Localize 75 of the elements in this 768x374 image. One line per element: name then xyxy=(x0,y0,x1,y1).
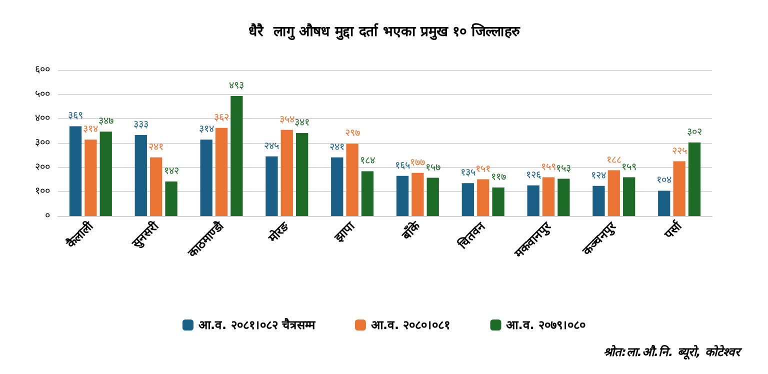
bar xyxy=(361,171,374,216)
data-label: २९७ xyxy=(344,128,360,140)
bar xyxy=(608,170,620,216)
bar xyxy=(396,176,409,216)
data-label: ३३३ xyxy=(133,119,148,130)
bar xyxy=(230,96,243,216)
data-label: १०४ xyxy=(656,175,672,186)
bar xyxy=(150,157,162,216)
y-tick-label: ५०० xyxy=(35,88,50,100)
bar xyxy=(592,186,605,216)
data-label: १५९ xyxy=(622,162,637,173)
data-label: १८४ xyxy=(360,156,375,167)
data-label: ३५४ xyxy=(279,114,294,126)
bar xyxy=(527,185,540,216)
data-label: १६५ xyxy=(395,160,410,172)
x-tick-label: बाँके xyxy=(398,218,424,244)
data-label: १५१ xyxy=(476,164,491,175)
data-label: २२५ xyxy=(672,146,687,157)
data-label: १३५ xyxy=(460,168,476,179)
data-label: १८८ xyxy=(606,154,622,166)
data-label: ३६९ xyxy=(68,110,84,122)
bar xyxy=(426,178,439,216)
data-label: १५३ xyxy=(556,163,572,174)
data-label: १२६ xyxy=(526,170,541,181)
bar xyxy=(492,188,504,216)
bar xyxy=(542,177,555,216)
bar xyxy=(558,178,570,216)
y-tick-label: ० xyxy=(45,210,50,222)
bar xyxy=(658,190,670,216)
bar xyxy=(165,181,178,216)
data-label: ३०२ xyxy=(686,127,702,138)
data-label: ३६२ xyxy=(214,112,229,124)
text: श्रोत:ला.औ.नि. ब्यूरो, कोटेश्वर xyxy=(604,345,743,360)
data-label: ३४७ xyxy=(98,116,114,128)
bar xyxy=(462,183,474,216)
y-tick-label: ६०० xyxy=(35,64,50,76)
y-tick-label: ३०० xyxy=(35,138,50,148)
chart-title: धैरै लागु औषध मुद्दा दर्ता भएका प्रमुख १० जिल्लाहरु xyxy=(248,23,520,41)
bar xyxy=(688,142,701,216)
bar xyxy=(346,144,358,216)
bar xyxy=(266,156,278,216)
data-label: ३१४ xyxy=(83,124,98,136)
bar xyxy=(412,172,424,216)
bar xyxy=(331,157,344,216)
data-label: ३१४ xyxy=(198,124,214,136)
bar xyxy=(623,177,636,216)
data-label: २४५ xyxy=(264,140,280,152)
bar xyxy=(296,133,308,216)
bar xyxy=(84,140,97,216)
y-tick-label: १०० xyxy=(35,186,50,198)
data-label: २४१ xyxy=(330,142,345,153)
data-label: १४२ xyxy=(164,166,179,177)
bar xyxy=(134,134,147,216)
data-label: ११७ xyxy=(490,172,506,184)
data-label: १७७ xyxy=(410,157,426,168)
legend-label: आ.व. २०८०।०८१ xyxy=(370,318,450,332)
legend-label: आ.व. २०७९।०८० xyxy=(506,318,586,332)
bar xyxy=(69,126,82,216)
bar xyxy=(200,140,212,216)
data-label: १५९ xyxy=(541,162,556,173)
y-tick-label: ४०० xyxy=(35,113,50,124)
bar xyxy=(215,128,228,216)
data-label: १५७ xyxy=(425,162,440,174)
bar xyxy=(100,132,112,216)
bar xyxy=(673,161,686,216)
data-label: ३४१ xyxy=(294,118,310,129)
x-tick-label: मोरङ xyxy=(264,218,293,246)
bar xyxy=(280,130,293,216)
legend-label: आ.व. २०८१।०८२ चैत्रसम्म xyxy=(198,318,316,332)
bar xyxy=(477,179,490,216)
data-label: १२४ xyxy=(591,170,606,182)
x-tick-label: पर्सा xyxy=(660,218,685,242)
y-tick-label: २०० xyxy=(35,162,50,173)
data-label: ४९३ xyxy=(229,80,244,92)
data-label: २४१ xyxy=(148,142,164,153)
